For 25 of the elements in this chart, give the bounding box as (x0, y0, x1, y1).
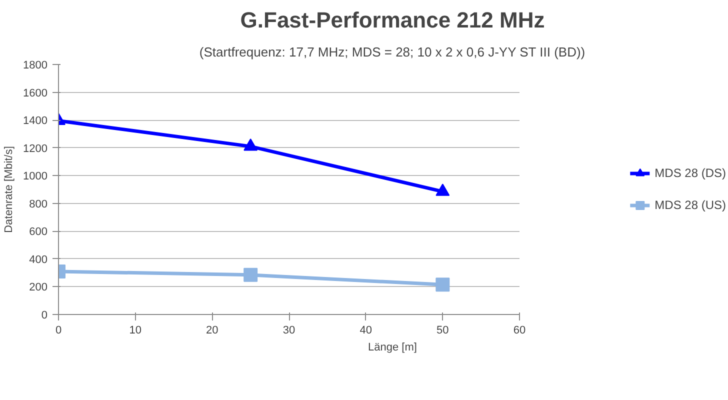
x-tick-label: 20 (206, 324, 218, 336)
x-axis-title: Länge [m] (368, 342, 417, 354)
y-tick-label: 600 (29, 226, 48, 238)
x-tick-label: 40 (360, 324, 372, 336)
y-tick-label: 1200 (23, 142, 48, 155)
x-tick-label: 60 (513, 324, 526, 336)
x-tick-label: 0 (55, 324, 62, 336)
y-tick-label: 1000 (23, 170, 48, 183)
y-tick-label: 0 (41, 310, 48, 322)
chart-subtitle: (Startfrequenz: 17,7 MHz; MDS = 28; 10 x 2 x 0,6 J-YY ST III (BD)) (199, 44, 586, 60)
y-tick-label: 400 (29, 254, 48, 266)
y-tick-label: 1400 (23, 115, 48, 128)
point (436, 278, 450, 292)
legend-label: MDS 28 (DS) (654, 166, 726, 180)
legend-label: MDS 28 (US) (654, 198, 726, 212)
y-tick-label: 1800 (23, 60, 48, 72)
chart-title: G.Fast-Performance 212 MHz (240, 8, 545, 32)
y-tick-label: 200 (29, 282, 48, 294)
x-tick-label: 30 (282, 324, 296, 336)
x-tick-label: 10 (129, 324, 142, 336)
y-axis-title: Datenrate [Mbit/s] (3, 146, 16, 233)
point (436, 184, 450, 196)
y-tick-label: 1600 (23, 87, 48, 100)
y-tick-label: 800 (29, 198, 48, 210)
x-tick-label: 50 (436, 324, 449, 336)
